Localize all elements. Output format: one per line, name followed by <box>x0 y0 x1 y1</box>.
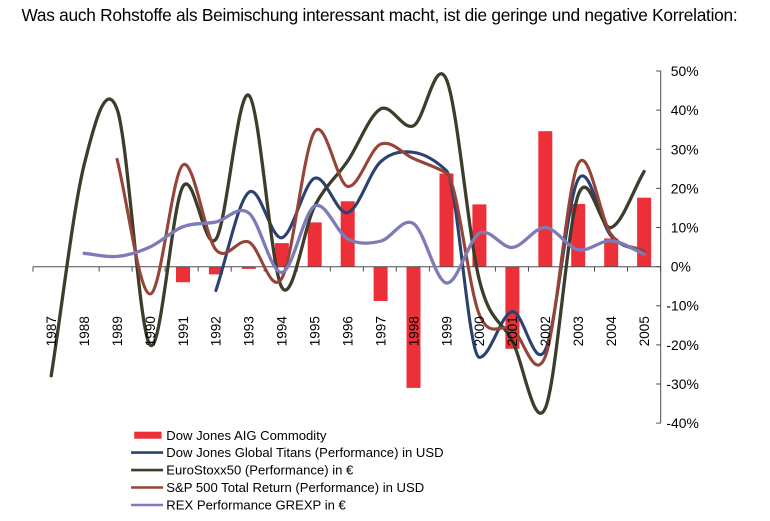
svg-text:2000: 2000 <box>472 316 487 346</box>
svg-text:Was auch Rohstoffe als Beimisc: Was auch Rohstoffe als Beimischung inter… <box>22 5 738 25</box>
svg-text:2005: 2005 <box>637 316 652 346</box>
svg-text:Dow Jones AIG Commodity: Dow Jones AIG Commodity <box>166 428 327 443</box>
svg-text:1996: 1996 <box>341 316 356 346</box>
svg-text:1991: 1991 <box>176 316 191 346</box>
svg-text:-30%: -30% <box>666 376 698 392</box>
svg-text:2003: 2003 <box>571 316 586 346</box>
svg-text:1994: 1994 <box>275 316 290 347</box>
svg-text:1987: 1987 <box>44 316 59 346</box>
svg-text:10%: 10% <box>671 220 699 236</box>
svg-text:50%: 50% <box>671 63 699 79</box>
svg-text:2002: 2002 <box>538 316 553 346</box>
svg-text:EuroStoxx50 (Performance) in €: EuroStoxx50 (Performance) in € <box>166 463 354 478</box>
svg-text:20%: 20% <box>671 180 699 196</box>
svg-text:1989: 1989 <box>110 316 125 346</box>
svg-text:1998: 1998 <box>406 316 421 346</box>
svg-text:1997: 1997 <box>373 316 388 346</box>
svg-text:Dow Jones Global Titans (Perfo: Dow Jones Global Titans (Performance) in… <box>166 445 443 460</box>
svg-text:30%: 30% <box>671 141 699 157</box>
svg-text:S&P 500 Total Return (Performa: S&P 500 Total Return (Performance) in US… <box>166 480 424 495</box>
svg-text:1999: 1999 <box>439 316 454 346</box>
svg-text:0%: 0% <box>671 259 691 275</box>
svg-text:1988: 1988 <box>77 316 92 346</box>
svg-text:1993: 1993 <box>242 316 257 346</box>
svg-text:REX Performance GREXP in €: REX Performance GREXP in € <box>166 498 346 513</box>
svg-text:-20%: -20% <box>666 337 698 353</box>
svg-text:2001: 2001 <box>505 316 520 346</box>
svg-text:-40%: -40% <box>666 415 698 431</box>
svg-text:1995: 1995 <box>308 316 323 346</box>
svg-text:2004: 2004 <box>604 316 619 347</box>
svg-text:40%: 40% <box>671 102 699 118</box>
svg-text:1990: 1990 <box>143 316 158 346</box>
svg-text:1992: 1992 <box>209 316 224 346</box>
svg-text:-10%: -10% <box>666 298 698 314</box>
